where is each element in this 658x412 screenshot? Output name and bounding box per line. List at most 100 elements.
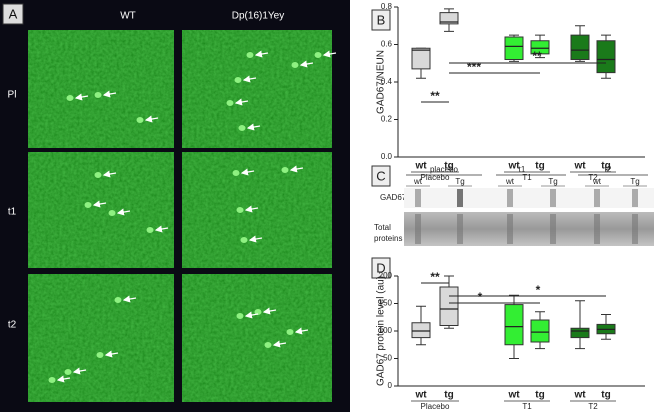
arrow — [244, 311, 259, 319]
band — [594, 214, 600, 244]
box — [530, 319, 550, 343]
band — [594, 189, 600, 207]
group-label: T2 — [588, 173, 598, 182]
cell — [136, 117, 144, 123]
micrograph — [182, 30, 332, 148]
x-tick-label: wt — [507, 161, 520, 172]
cell — [226, 100, 234, 106]
cell — [246, 52, 254, 58]
cell — [238, 125, 246, 131]
panel-label-box — [371, 9, 391, 31]
cell — [232, 170, 240, 176]
box — [570, 34, 590, 60]
arrow — [244, 205, 259, 213]
y-tick-label: 50 — [383, 354, 392, 363]
micrograph — [182, 152, 332, 268]
significance: * — [478, 290, 483, 304]
y-tick-label: 100 — [379, 326, 393, 335]
y-tick-label: 0.2 — [381, 115, 393, 124]
arrow — [92, 200, 107, 208]
column-label: WT — [120, 11, 136, 22]
cell — [236, 313, 244, 319]
significance: *** — [467, 60, 481, 74]
arrow — [102, 170, 117, 178]
arrow — [289, 165, 304, 173]
box — [596, 40, 616, 74]
panel-label: B — [377, 12, 386, 27]
band — [550, 189, 556, 207]
x-tick-label: wt — [414, 161, 427, 172]
arrow — [240, 168, 255, 176]
micrograph — [28, 152, 174, 268]
band — [507, 214, 513, 244]
x-tick-label: tg — [444, 161, 453, 172]
panel-label: D — [376, 260, 385, 275]
group-label: T1 — [522, 173, 532, 182]
group-label: t2 — [605, 165, 612, 174]
panel-label-box — [371, 257, 391, 279]
arrow — [272, 340, 287, 348]
x-tick-label: tg — [535, 161, 544, 172]
cell — [240, 237, 248, 243]
arrow — [246, 123, 261, 131]
band — [550, 214, 556, 244]
y-tick-label: 0.0 — [381, 152, 393, 161]
box — [411, 47, 431, 70]
row-label: t2 — [8, 320, 17, 331]
group-label: Placebo — [421, 173, 450, 182]
arrow — [56, 375, 71, 383]
panel-a: A WT Dp(16)1Yey Pl t1 t2 — [0, 0, 350, 412]
band — [415, 189, 421, 207]
arrow — [322, 50, 337, 58]
arrow — [234, 98, 249, 106]
box — [570, 327, 590, 339]
cell — [281, 167, 289, 173]
row-label: Pl — [8, 90, 17, 101]
arrow — [299, 60, 314, 68]
lane-label: wt — [505, 177, 515, 186]
arrow — [254, 50, 269, 58]
group-label: t1 — [519, 165, 526, 174]
y-tick-label: 0.6 — [381, 40, 393, 49]
x-tick-label: tg — [601, 390, 610, 401]
cell — [84, 202, 92, 208]
lane-label: wt — [592, 177, 602, 186]
x-tick-label: tg — [601, 161, 610, 172]
arrow — [74, 93, 89, 101]
group-label: Placebo — [421, 402, 450, 411]
band — [457, 214, 463, 244]
box — [504, 304, 524, 346]
y-tick-label: 0.4 — [381, 77, 393, 86]
cell — [64, 369, 72, 375]
arrow — [294, 327, 309, 335]
cell — [286, 329, 294, 335]
cell — [314, 52, 322, 58]
cell — [236, 207, 244, 213]
group-label: T1 — [522, 402, 532, 411]
x-tick-label: wt — [573, 390, 586, 401]
arrow — [144, 115, 159, 123]
band — [507, 189, 513, 207]
micrograph — [28, 30, 174, 148]
lane-label: Tg — [455, 177, 464, 186]
arrow — [104, 350, 119, 358]
arrow — [262, 307, 277, 315]
cell — [264, 342, 272, 348]
cell — [146, 227, 154, 233]
y-tick-label: 0.8 — [381, 2, 393, 11]
box — [530, 40, 550, 55]
cell — [254, 309, 262, 315]
cell — [234, 77, 242, 83]
significance: * — [536, 283, 541, 297]
y-tick-label: 0 — [388, 381, 393, 390]
arrow — [248, 235, 263, 243]
significance: ** — [532, 49, 542, 63]
panel-label: C — [376, 168, 385, 183]
y-axis-label: GAD67 protein level (au) — [376, 276, 387, 386]
x-tick-label: wt — [573, 161, 586, 172]
x-tick-label: tg — [535, 390, 544, 401]
cell — [114, 297, 122, 303]
arrow — [154, 225, 169, 233]
